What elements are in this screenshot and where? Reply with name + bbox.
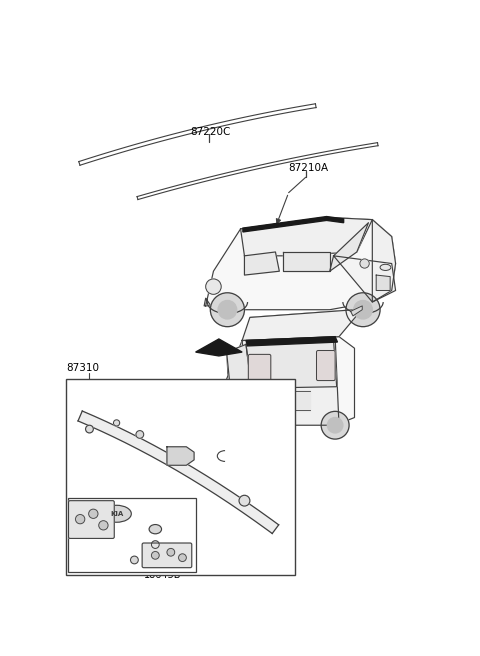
Text: 87756J: 87756J [214,493,247,503]
FancyBboxPatch shape [316,350,335,380]
Circle shape [85,425,93,433]
FancyBboxPatch shape [248,354,271,384]
Polygon shape [227,344,252,390]
Circle shape [136,430,144,438]
Polygon shape [242,310,359,340]
Polygon shape [196,339,242,356]
Polygon shape [243,216,344,232]
Circle shape [179,554,186,562]
Text: 87210A: 87210A [288,163,329,173]
Circle shape [210,293,244,327]
Ellipse shape [102,505,132,522]
Polygon shape [372,220,396,302]
Text: 81750B: 81750B [152,427,189,437]
Polygon shape [283,252,330,271]
Polygon shape [246,337,337,346]
Circle shape [321,411,349,439]
Circle shape [89,509,98,518]
Circle shape [228,410,259,441]
FancyBboxPatch shape [142,543,192,567]
Polygon shape [240,217,372,256]
Text: 87310: 87310 [66,363,99,373]
FancyBboxPatch shape [69,501,114,539]
Text: 92509: 92509 [196,564,227,574]
Circle shape [99,521,108,530]
Text: 87220C: 87220C [190,127,230,137]
Text: 92508B: 92508B [70,541,108,551]
Text: 1249BD: 1249BD [111,401,150,411]
Polygon shape [246,340,336,388]
Polygon shape [376,275,390,291]
Text: 18645B: 18645B [144,570,181,580]
Circle shape [152,541,159,548]
Polygon shape [167,447,194,465]
Text: 18645B: 18645B [70,499,108,508]
Polygon shape [227,337,355,425]
Bar [68,499,196,571]
Circle shape [152,552,159,559]
Circle shape [360,259,369,268]
Ellipse shape [149,525,162,534]
Polygon shape [204,217,396,310]
FancyBboxPatch shape [266,390,311,411]
Circle shape [75,514,85,523]
Circle shape [346,293,380,327]
Circle shape [327,417,343,433]
Polygon shape [242,337,339,425]
Circle shape [354,300,372,319]
Polygon shape [78,411,279,533]
Circle shape [131,556,138,564]
Circle shape [113,420,120,426]
Circle shape [206,279,221,295]
Text: KIA: KIA [110,511,123,517]
Ellipse shape [380,264,391,270]
Polygon shape [350,306,362,316]
Polygon shape [330,222,369,271]
Text: 92506A: 92506A [237,556,274,566]
Circle shape [167,548,175,556]
Circle shape [235,417,252,434]
Circle shape [239,495,250,506]
Text: 87259: 87259 [93,408,124,419]
Circle shape [218,300,237,319]
Bar [66,379,295,575]
Polygon shape [334,256,396,302]
Text: 1125KQ: 1125KQ [163,533,202,543]
Polygon shape [244,252,279,275]
Text: 1243DJ: 1243DJ [130,410,165,420]
